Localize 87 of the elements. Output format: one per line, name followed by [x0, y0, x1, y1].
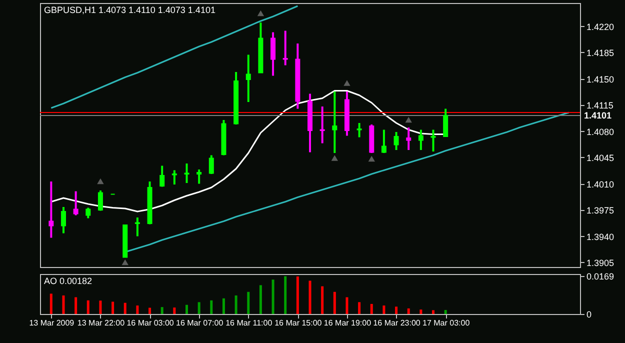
y-tick-label: 1.4220	[586, 22, 614, 32]
candlestick	[172, 169, 177, 186]
x-tick-label: 16 Mar 19:00	[324, 318, 372, 328]
x-tick-label: 16 Mar 03:00	[126, 318, 174, 328]
bar	[210, 300, 213, 314]
bar	[124, 302, 126, 314]
bar	[382, 306, 386, 314]
candlestick	[270, 31, 276, 77]
bar	[370, 304, 373, 314]
y-tick-label: 1.4080	[586, 126, 614, 137]
point	[97, 178, 104, 184]
candlestick	[430, 128, 436, 152]
bar	[136, 306, 139, 314]
chart-title: GBPUSD,H1 1.4073 1.4110 1.4073 1.4101	[44, 5, 216, 15]
bar	[395, 306, 398, 314]
candlestick	[48, 180, 54, 239]
candlestick	[394, 131, 399, 151]
bar	[173, 308, 176, 314]
candlestick	[381, 128, 386, 154]
bar	[284, 276, 287, 314]
bar	[407, 308, 410, 314]
point	[344, 80, 350, 86]
y-tick-label: 1.4045	[586, 153, 614, 163]
ref-line-label: 1.4101	[584, 110, 612, 120]
bar	[321, 286, 324, 314]
bar	[185, 304, 188, 314]
y-tick-label: 0	[586, 310, 592, 320]
bar	[234, 295, 238, 314]
candlestick	[246, 54, 251, 103]
candlestick	[356, 122, 362, 138]
candlestick	[282, 30, 288, 66]
bar	[50, 294, 52, 314]
bar	[432, 310, 435, 314]
x-tick-label: 13 Mar 2009	[29, 318, 75, 328]
candlestick	[134, 216, 140, 238]
bar	[148, 308, 152, 314]
point	[368, 156, 375, 162]
bar	[333, 292, 336, 314]
candlestick	[86, 206, 91, 220]
x-tick-label: 17 Mar 03:00	[422, 318, 470, 328]
point	[405, 116, 412, 123]
candlestick	[60, 206, 66, 234]
candlestick	[332, 90, 338, 154]
bar	[222, 298, 225, 314]
bar	[86, 300, 90, 314]
candlestick	[196, 168, 202, 185]
bar	[198, 302, 200, 314]
bar	[74, 297, 78, 314]
y-tick-label: 1.4115	[586, 100, 614, 110]
point	[331, 155, 338, 161]
candlestick	[73, 190, 78, 216]
x-tick-label: 16 Mar 07:00	[176, 318, 224, 328]
bar	[99, 300, 102, 314]
candlestick	[443, 108, 448, 138]
bar	[296, 276, 299, 314]
bar	[62, 295, 65, 314]
bar	[358, 302, 361, 314]
candlestick	[160, 164, 165, 188]
bar	[272, 280, 274, 314]
x-tick-label: 16 Mar 11:00	[226, 318, 273, 328]
y-tick-label: 1.3940	[586, 232, 614, 242]
candlestick	[320, 106, 325, 144]
candlestick	[406, 126, 412, 151]
x-tick-label: 16 Mar 23:00	[373, 318, 421, 328]
bar	[420, 310, 422, 314]
y-tick-label: 0.0169	[586, 272, 614, 282]
y-tick-label: 1.4150	[586, 74, 614, 84]
y-tick-label: 1.3975	[586, 206, 614, 216]
x-tick-label: 16 Mar 15:00	[274, 318, 322, 328]
bar	[112, 302, 114, 314]
y-tick-label: 1.3905	[586, 258, 614, 268]
candlestick	[98, 190, 103, 212]
bar	[247, 292, 250, 314]
point	[257, 10, 264, 16]
y-tick-label: 1.4185	[586, 48, 614, 58]
candlestick	[418, 128, 424, 151]
x-tick-label: 13 Mar 22:00	[77, 318, 126, 328]
bar	[160, 307, 164, 314]
chart-title: AO 0.00182	[44, 276, 92, 286]
candlestick	[184, 162, 190, 184]
bar	[308, 280, 312, 314]
bar	[346, 297, 348, 314]
bar	[259, 285, 262, 314]
point	[122, 259, 128, 266]
candlestick	[208, 154, 214, 175]
bar	[444, 310, 447, 314]
y-tick-label: 1.4010	[586, 179, 614, 190]
